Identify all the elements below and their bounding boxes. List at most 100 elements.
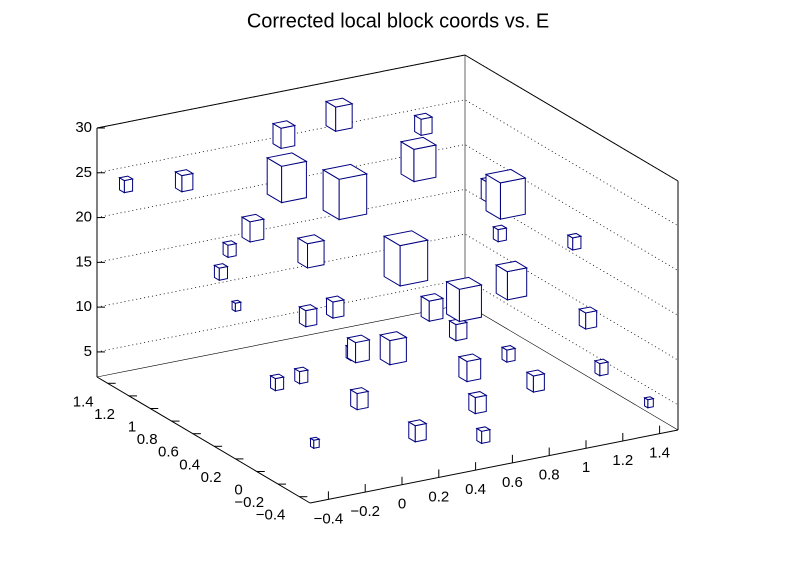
box-face — [281, 160, 307, 204]
x-tick-label: 1.4 — [649, 445, 670, 462]
box-face — [309, 436, 321, 441]
box-face — [240, 213, 266, 223]
box-face — [280, 124, 296, 150]
box-face — [324, 97, 354, 108]
y-tick-label: 0 — [234, 481, 242, 498]
box-face — [338, 173, 368, 221]
box-face — [378, 331, 408, 342]
box-face — [307, 239, 325, 269]
box-face — [296, 234, 326, 245]
y-tick-label: 1.4 — [73, 393, 94, 410]
box-face — [271, 120, 297, 129]
box — [296, 234, 326, 269]
box-face — [467, 391, 488, 399]
box-face — [305, 307, 318, 328]
box-face — [355, 339, 370, 364]
x-tick-label: 1 — [582, 459, 590, 476]
box-face — [293, 366, 310, 373]
box — [221, 240, 238, 259]
box-face — [491, 224, 508, 231]
box-face — [399, 239, 429, 287]
box-face — [532, 373, 545, 393]
box-face — [298, 304, 319, 312]
z-tick-label: 10 — [75, 298, 92, 315]
x-tick-label: −0.2 — [350, 503, 380, 520]
box-face — [274, 376, 285, 392]
y-tick-label: 1.2 — [94, 406, 115, 423]
z-tick-label: 20 — [75, 209, 92, 226]
box-face — [213, 263, 229, 269]
box-face — [484, 168, 527, 184]
box — [593, 358, 610, 377]
box-face — [321, 163, 369, 180]
y-tick-label: 1 — [128, 418, 136, 435]
box-face — [457, 353, 483, 362]
box-face — [585, 310, 598, 330]
box — [240, 213, 266, 243]
box-face — [572, 235, 582, 251]
box — [349, 387, 370, 411]
box-face — [332, 299, 345, 319]
frame-edge — [96, 54, 466, 129]
frame-edge — [96, 303, 466, 378]
box-face — [181, 172, 194, 193]
box — [325, 295, 346, 320]
box-face — [414, 422, 427, 443]
y-tick-label: 0.4 — [179, 456, 200, 473]
box-face — [458, 284, 482, 323]
box — [213, 263, 229, 282]
z-tick-label: 25 — [75, 164, 92, 181]
box — [525, 369, 546, 393]
box-face — [475, 426, 492, 432]
x-tick-label: 0.6 — [502, 474, 523, 491]
box — [484, 168, 527, 221]
box-face — [325, 295, 346, 303]
z-tick-label: 5 — [84, 343, 92, 360]
box-face — [474, 394, 487, 415]
box-face — [445, 276, 483, 290]
x-tick-label: 0.2 — [428, 488, 449, 505]
y-tick-label: −0.4 — [256, 507, 286, 524]
box-face — [382, 230, 430, 247]
box — [445, 276, 483, 323]
box — [457, 353, 483, 383]
box-face — [227, 242, 237, 258]
box-face — [335, 103, 353, 132]
y-tick-label: −0.2 — [234, 494, 264, 511]
box — [269, 373, 286, 392]
box-face — [481, 429, 491, 445]
grid-line — [96, 99, 679, 227]
x-tick-label: 0.8 — [539, 467, 560, 484]
grid-line — [96, 233, 679, 361]
box — [643, 396, 655, 409]
axis-line — [309, 429, 679, 504]
chart-title: Corrected local block coords vs. E — [247, 10, 549, 32]
box — [298, 304, 319, 328]
box — [230, 299, 243, 313]
box-face — [407, 419, 428, 427]
box — [382, 230, 430, 287]
box-face — [299, 369, 309, 385]
box-face — [566, 232, 583, 239]
frame-edge — [464, 303, 679, 431]
box — [324, 97, 354, 133]
x-tick-label: −0.4 — [314, 510, 344, 527]
box — [413, 112, 434, 137]
box — [321, 163, 369, 221]
box-face — [265, 152, 308, 167]
box-face — [455, 321, 468, 342]
box-face — [599, 361, 609, 377]
box-face — [428, 297, 444, 322]
box — [271, 120, 297, 150]
box-face — [525, 369, 546, 377]
box-face — [494, 260, 529, 273]
box — [491, 224, 508, 243]
box — [566, 232, 583, 251]
x-tick-label: 0.4 — [465, 481, 486, 498]
box-face — [500, 345, 517, 351]
box — [577, 306, 599, 330]
axis-line — [96, 376, 311, 504]
box — [500, 345, 517, 364]
